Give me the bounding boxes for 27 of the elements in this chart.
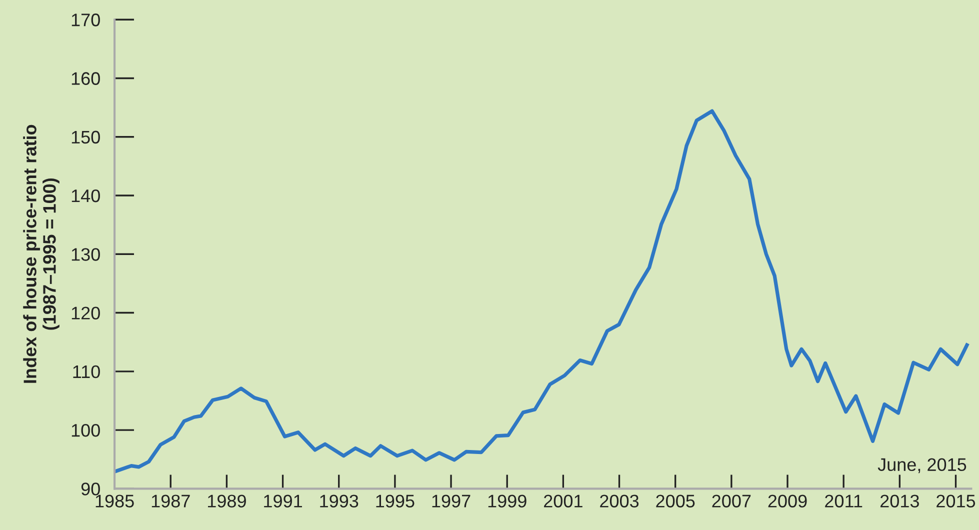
x-tick-label: 2013 [880, 494, 919, 508]
x-tick-label: 1999 [488, 494, 526, 508]
y-tick-label: 130 [72, 248, 100, 261]
x-tick-label: 2001 [544, 494, 582, 508]
x-tick-label: 2007 [712, 494, 751, 508]
x-tick-label: 2009 [768, 494, 807, 508]
x-tick-label: 1987 [152, 494, 190, 508]
x-tick-label: 1989 [208, 494, 246, 508]
y-tick-label: 120 [72, 306, 100, 320]
x-tick-label: 1985 [96, 494, 134, 508]
y-tick-label: 150 [72, 130, 100, 144]
y-tick-label: 170 [72, 14, 100, 26]
y-tick-label: 110 [73, 365, 100, 378]
x-tick-label: 1993 [320, 494, 358, 508]
annotation: June, 2015 [878, 458, 966, 474]
y-tick-label: 140 [72, 189, 100, 202]
x-tick-label: 2011 [825, 494, 862, 508]
x-tick-label: 2003 [600, 494, 639, 508]
y-tick-label: 160 [72, 72, 100, 85]
x-tick-label: 1991 [264, 494, 302, 508]
x-tick-label: 1997 [432, 494, 470, 508]
x-tick-label: 1995 [376, 494, 414, 508]
y-tick-label: 90 [81, 482, 100, 496]
y-tick-label: 100 [72, 424, 100, 437]
x-tick-label: 2005 [656, 494, 695, 508]
x-tick-label: 2015 [936, 494, 976, 508]
y-axis-title: Index of house price-rent ratio (1987–1995 = 100) [23, 124, 60, 383]
